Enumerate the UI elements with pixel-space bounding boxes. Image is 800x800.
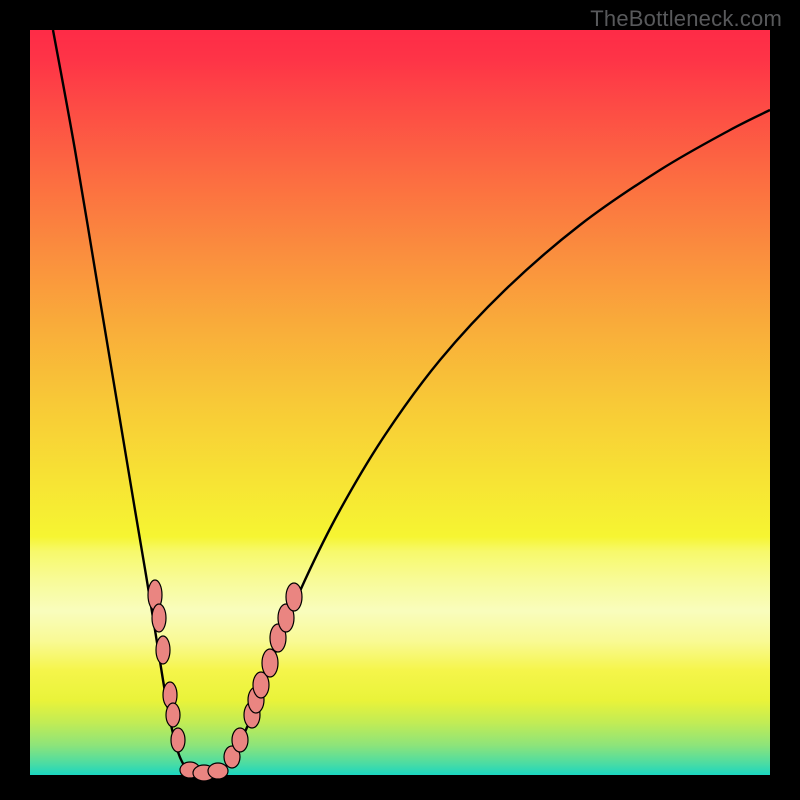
data-marker	[286, 583, 302, 611]
data-marker	[156, 636, 170, 664]
data-marker	[208, 763, 228, 779]
watermark-text: TheBottleneck.com	[590, 6, 782, 32]
data-marker	[232, 728, 248, 752]
plot-background-gradient	[30, 30, 770, 775]
data-marker	[262, 649, 278, 677]
data-marker	[171, 728, 185, 752]
chart-frame: TheBottleneck.com	[0, 0, 800, 800]
data-marker	[166, 703, 180, 727]
bottleneck-curve-chart	[0, 0, 800, 800]
data-marker	[152, 604, 166, 632]
